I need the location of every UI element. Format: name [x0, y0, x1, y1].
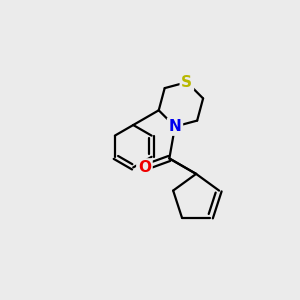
Text: S: S	[182, 75, 192, 90]
Text: O: O	[138, 160, 151, 175]
Text: N: N	[169, 119, 181, 134]
